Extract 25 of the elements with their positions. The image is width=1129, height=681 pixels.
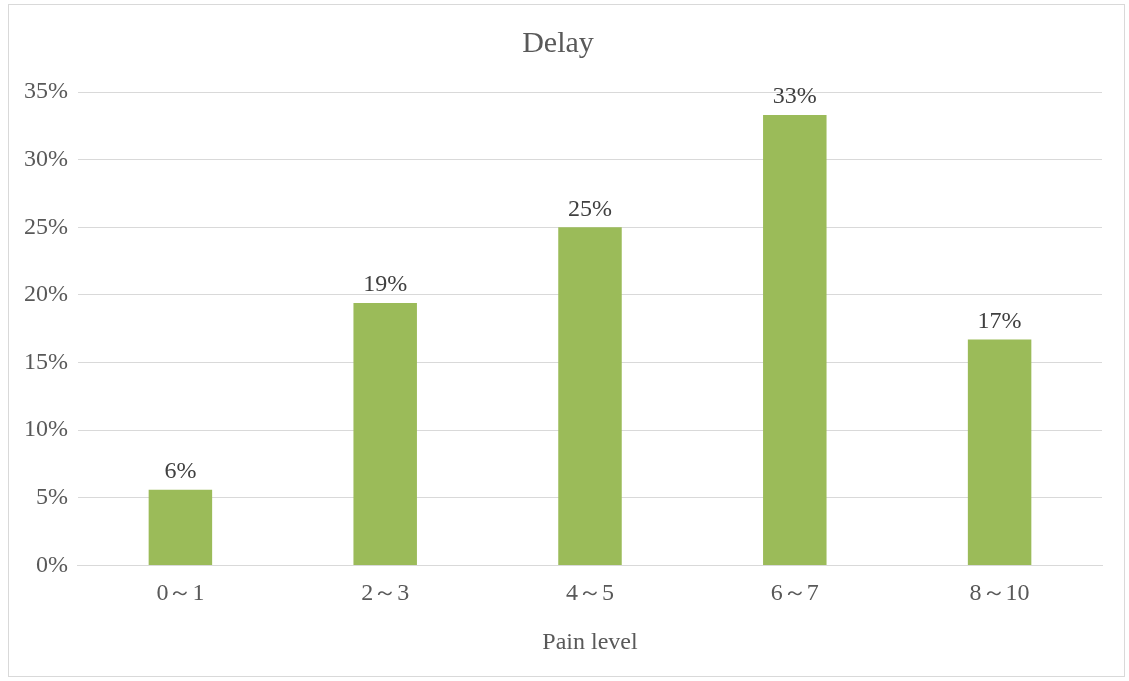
chart-title: Delay	[522, 24, 594, 58]
y-tick-label: 25%	[23, 212, 68, 239]
bar	[967, 339, 1032, 565]
x-tick-label: 6～7	[770, 579, 819, 606]
x-axis-title: Pain level	[542, 627, 638, 654]
x-tick-label: 8～10	[969, 579, 1030, 606]
y-tick-label: 35%	[23, 77, 68, 104]
bar	[763, 114, 827, 565]
data-label: 19%	[363, 270, 408, 297]
bar	[148, 489, 213, 565]
data-label: 17%	[977, 306, 1022, 333]
y-tick-label: 5%	[35, 483, 68, 510]
y-tick-label: 0%	[35, 550, 68, 577]
y-tick-label: 15%	[23, 347, 68, 374]
data-label: 25%	[568, 194, 612, 221]
bar	[353, 303, 417, 565]
x-tick-label: 2～3	[361, 579, 410, 606]
y-tick-label: 20%	[23, 280, 68, 307]
y-tick-label: 10%	[23, 415, 68, 442]
bar	[558, 227, 622, 565]
x-tick-label: 0～1	[156, 579, 205, 606]
data-label: 6%	[164, 456, 197, 483]
y-tick-label: 30%	[23, 144, 68, 171]
data-label: 33%	[772, 82, 817, 109]
x-tick-label: 4～5	[566, 579, 614, 606]
